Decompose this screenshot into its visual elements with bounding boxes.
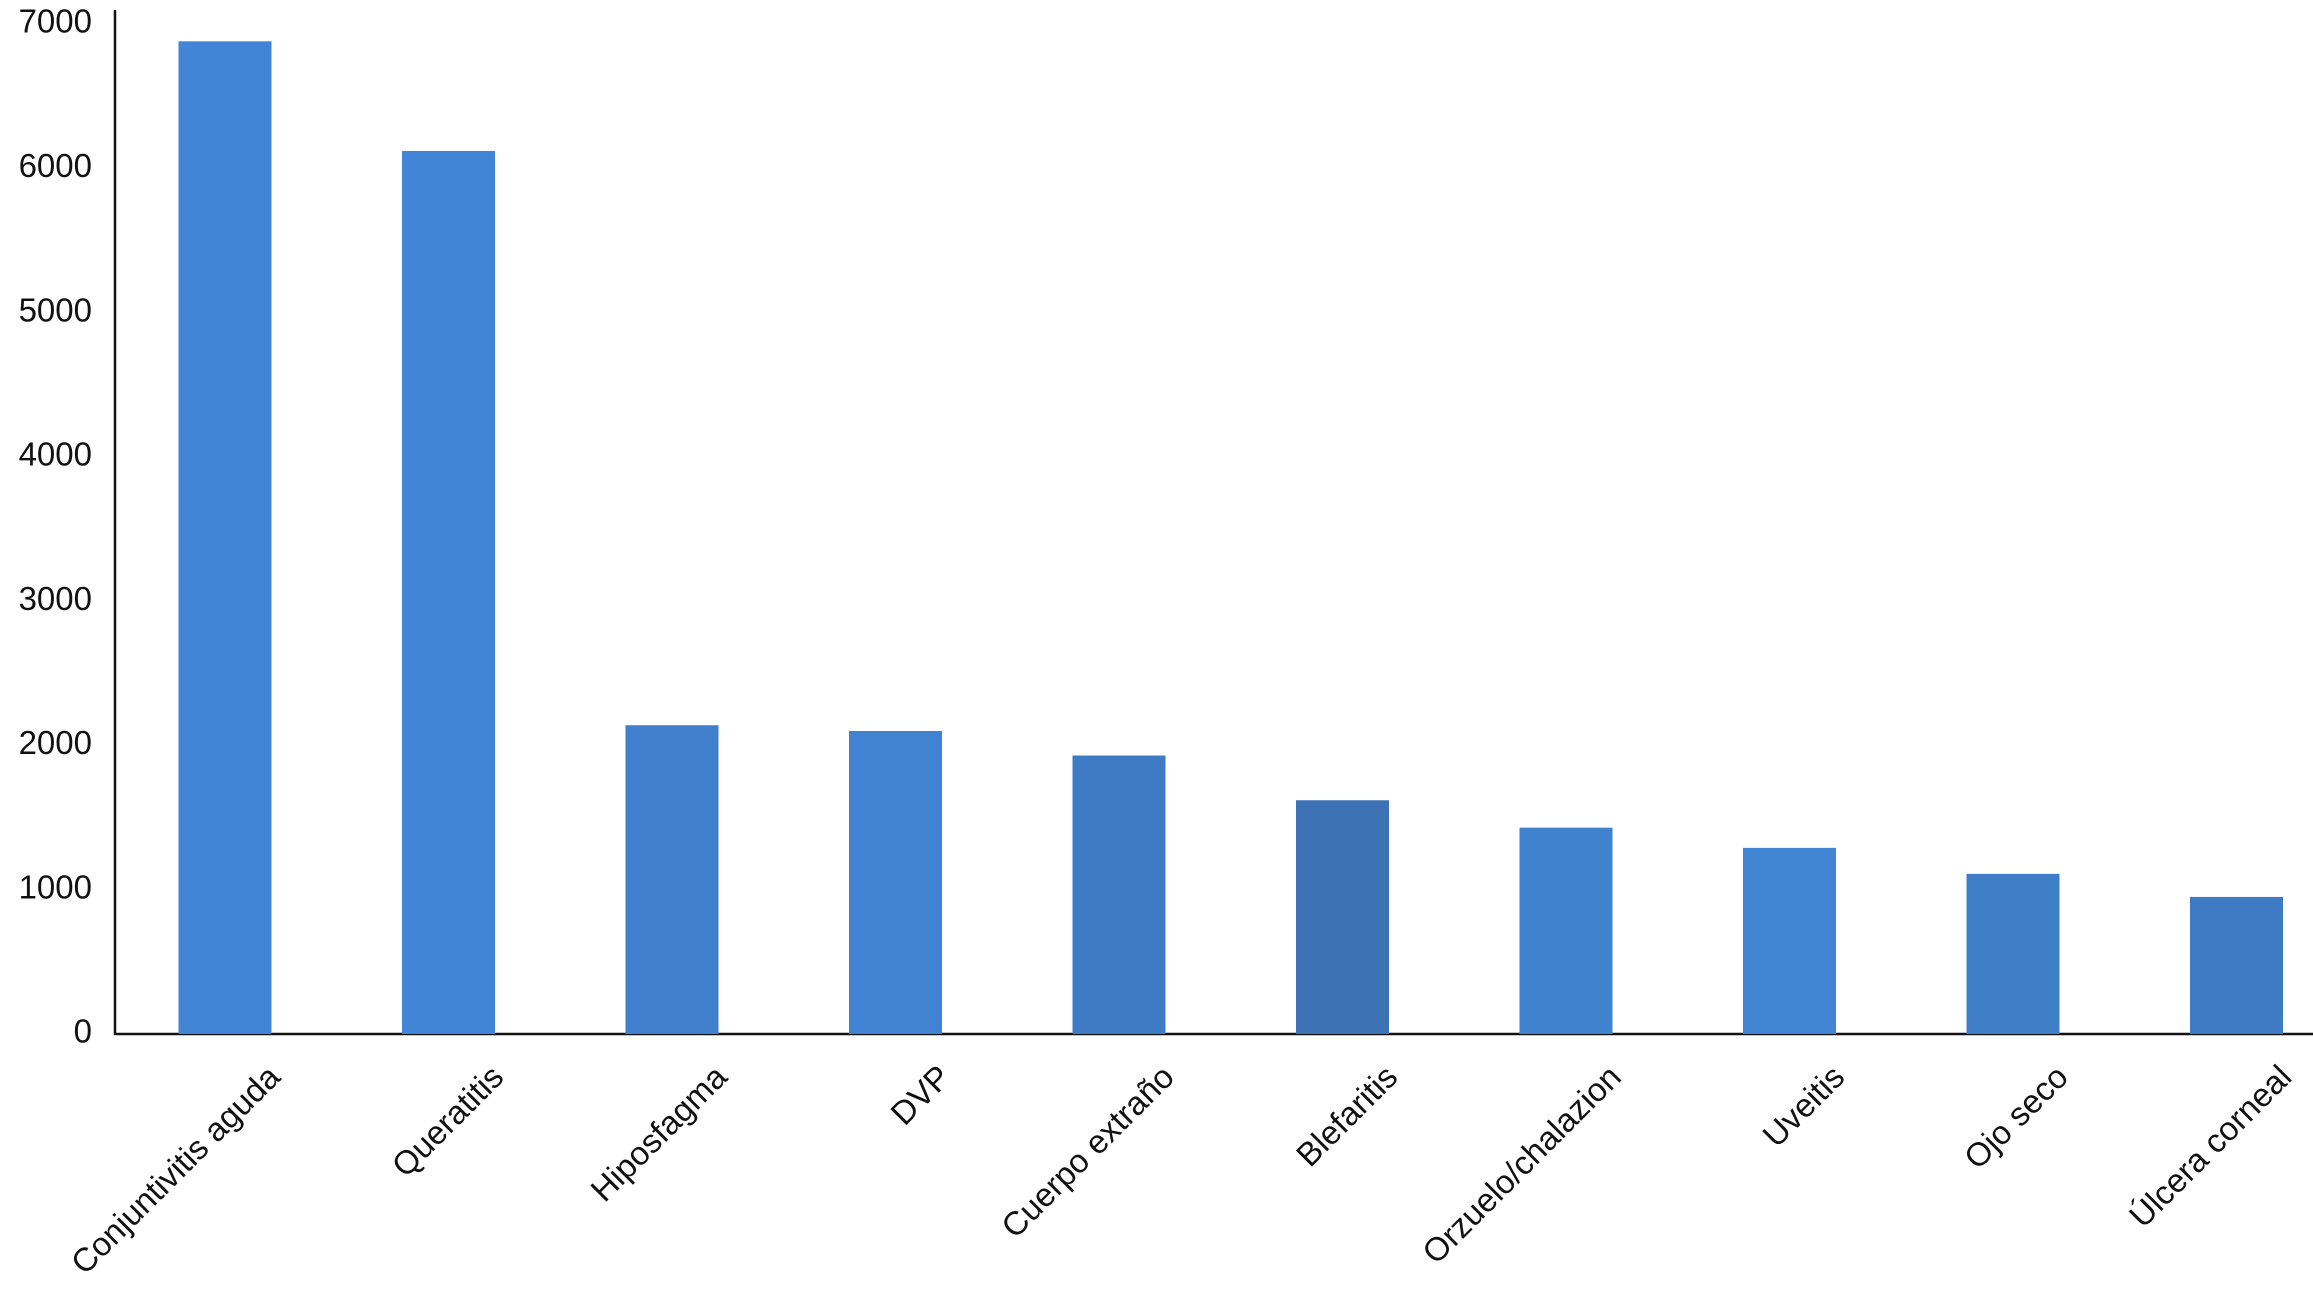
x-tick-label: Blefaritis	[1289, 1058, 1405, 1174]
y-tick-label: 6000	[19, 147, 92, 184]
x-tick-label: Uveitis	[1755, 1058, 1851, 1154]
bar	[849, 731, 942, 1034]
y-tick-label: 7000	[19, 3, 92, 40]
bar	[1296, 800, 1389, 1034]
x-tick-label: Conjuntivitis aguda	[64, 1057, 288, 1281]
bar	[1966, 873, 2060, 1034]
bar	[402, 150, 495, 1034]
x-tick-label: Ojo seco	[1957, 1058, 2075, 1176]
bar	[625, 725, 719, 1034]
y-tick-label: 1000	[19, 868, 92, 905]
x-tick-label: Hiposfagma	[583, 1057, 734, 1208]
x-tick-label: Orzuelo/chalazion	[1415, 1058, 1628, 1271]
x-tick-label: Queratitis	[384, 1058, 510, 1184]
y-tick-label: 2000	[19, 724, 92, 761]
bar	[1743, 847, 1836, 1034]
y-tick-label: 4000	[19, 436, 92, 473]
bar	[1519, 827, 1613, 1034]
y-tick-label: 3000	[19, 580, 92, 617]
x-tick-label: Úlcera corneal	[2122, 1058, 2299, 1235]
x-tick-label: Cuerpo extraño	[994, 1058, 1181, 1245]
x-tick-label: DVP	[883, 1058, 957, 1132]
bar	[2190, 896, 2283, 1034]
bar	[178, 41, 272, 1035]
y-tick-label: 5000	[19, 291, 92, 328]
bar	[1072, 755, 1166, 1034]
y-tick-label: 0	[74, 1013, 92, 1050]
